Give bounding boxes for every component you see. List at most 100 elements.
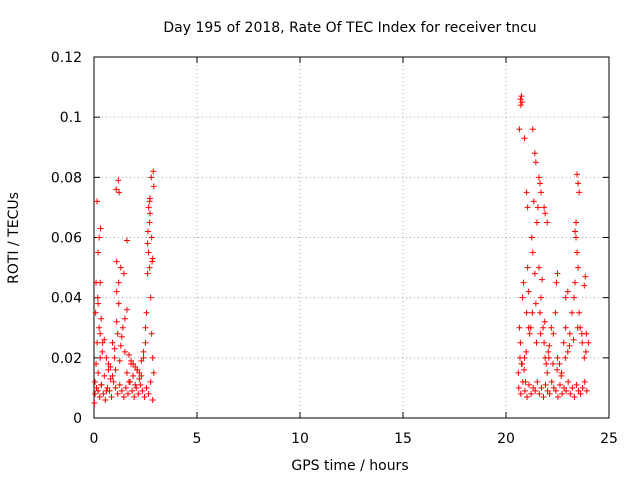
data-point (116, 381, 123, 388)
data-point (94, 294, 101, 301)
data-point (121, 348, 128, 355)
data-point (148, 330, 155, 337)
data-point (549, 360, 556, 367)
data-point (538, 294, 545, 301)
data-point (93, 384, 100, 391)
data-point (545, 348, 552, 355)
data-point (556, 381, 563, 388)
data-point (517, 102, 524, 109)
data-point (560, 339, 567, 346)
data-point (143, 309, 150, 316)
data-points (91, 93, 592, 406)
data-point (96, 234, 103, 241)
data-point (552, 309, 559, 316)
data-point (146, 264, 153, 271)
data-point (136, 375, 143, 382)
data-point (523, 348, 530, 355)
data-point (524, 204, 531, 211)
data-point (96, 393, 103, 400)
data-point (98, 315, 105, 322)
data-point (115, 177, 122, 184)
data-point (538, 189, 545, 196)
data-point (581, 378, 588, 385)
data-point (554, 393, 561, 400)
data-point (538, 384, 545, 391)
data-point (536, 309, 543, 316)
data-point (581, 282, 588, 289)
data-point (135, 390, 142, 397)
y-tick-label: 0 (73, 411, 82, 427)
data-point (585, 339, 592, 346)
data-point (521, 387, 528, 394)
data-point (114, 330, 121, 337)
data-point (113, 318, 120, 325)
data-point (574, 249, 581, 256)
data-point (574, 171, 581, 178)
data-point (521, 135, 528, 142)
data-point (554, 270, 561, 277)
data-point (540, 393, 547, 400)
data-point (101, 336, 108, 343)
axis-ticks: 0 5 10 15 20 25 0 0.02 0.04 0.06 0.08 0.1 0.12 (51, 50, 618, 447)
data-point (534, 204, 541, 211)
x-tick-label: 25 (600, 431, 618, 447)
data-point (107, 363, 114, 370)
data-point (561, 384, 568, 391)
y-tick-label: 0.06 (51, 231, 82, 247)
data-point (517, 339, 524, 346)
x-tick-label: 20 (497, 431, 515, 447)
data-point (563, 387, 570, 394)
data-point (537, 330, 544, 337)
data-point (106, 387, 113, 394)
data-point (539, 276, 546, 283)
data-point (562, 294, 569, 301)
data-point (141, 393, 148, 400)
data-point (109, 372, 116, 379)
x-tick-label: 10 (291, 431, 309, 447)
data-point (105, 360, 112, 367)
data-point (119, 324, 126, 331)
data-point (519, 294, 526, 301)
data-point (562, 324, 569, 331)
data-point (567, 390, 574, 397)
data-point (564, 348, 571, 355)
data-point (105, 366, 112, 373)
data-point (554, 366, 561, 373)
data-point (554, 354, 561, 361)
data-point (530, 384, 537, 391)
data-point (582, 273, 589, 280)
data-point (573, 219, 580, 226)
data-point (572, 279, 579, 286)
x-tick-label: 15 (394, 431, 412, 447)
data-point (92, 309, 99, 316)
data-point (526, 381, 533, 388)
data-point (115, 300, 122, 307)
y-tick-label: 0.08 (51, 170, 82, 186)
data-point (531, 150, 538, 157)
data-point (515, 384, 522, 391)
grid-lines (94, 57, 609, 418)
data-point (104, 384, 111, 391)
data-point (146, 219, 153, 226)
data-point (99, 348, 106, 355)
data-point (97, 330, 104, 337)
data-point (532, 387, 539, 394)
data-point (569, 384, 576, 391)
data-point (570, 336, 577, 343)
data-point (132, 363, 139, 370)
data-point (148, 234, 155, 241)
data-point (100, 390, 107, 397)
data-point (575, 180, 582, 187)
data-point (553, 279, 560, 286)
y-tick-label: 0.1 (60, 110, 82, 126)
data-point (519, 378, 526, 385)
data-point (130, 372, 137, 379)
data-point (548, 378, 555, 385)
data-point (92, 378, 99, 385)
data-point (109, 339, 116, 346)
data-point (550, 330, 557, 337)
data-point (536, 180, 543, 187)
data-point (147, 378, 154, 385)
data-point (147, 195, 154, 202)
data-point (579, 339, 586, 346)
